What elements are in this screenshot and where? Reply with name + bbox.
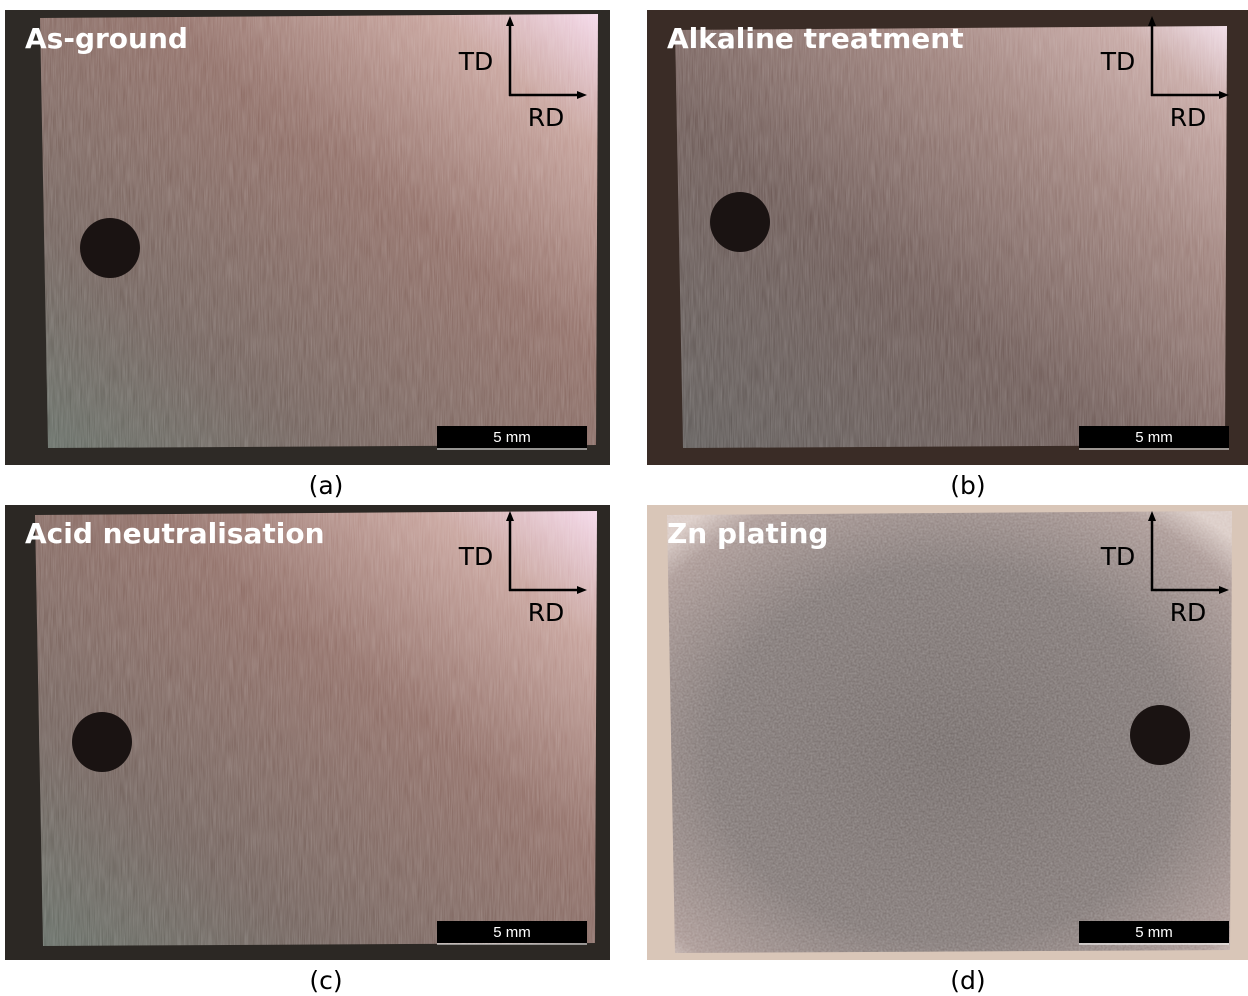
- scale-label: 5 mm: [493, 429, 531, 446]
- td-label: TD: [1100, 47, 1136, 76]
- hole: [72, 712, 132, 772]
- rd-label: RD: [1170, 598, 1207, 627]
- panel: Alkaline treatment TD RD 5 mm: [647, 10, 1248, 465]
- panel-title: Zn plating: [667, 517, 828, 550]
- panel-caption: (d): [950, 966, 985, 995]
- hole: [80, 218, 140, 278]
- scale-label: 5 mm: [493, 924, 531, 941]
- panel: Zn plating TD RD 5 mm: [647, 505, 1248, 960]
- panel-caption: (c): [309, 966, 342, 995]
- rd-label: RD: [1170, 103, 1207, 132]
- rd-label: RD: [528, 103, 565, 132]
- scale-label: 5 mm: [1135, 924, 1173, 941]
- td-label: TD: [458, 47, 494, 76]
- panel: Acid neutralisation TD RD 5 mm: [5, 505, 610, 960]
- panel: As-ground TD RD 5 mm: [5, 10, 610, 465]
- td-label: TD: [458, 542, 494, 571]
- hole: [710, 192, 770, 252]
- rd-label: RD: [528, 598, 565, 627]
- hole: [1130, 705, 1190, 765]
- page: As-ground TD RD 5 mm (a) Alkaline treatment TD…: [0, 0, 1248, 996]
- scale-label: 5 mm: [1135, 429, 1173, 446]
- panel-title: Alkaline treatment: [667, 22, 964, 55]
- panel-title: Acid neutralisation: [25, 517, 325, 550]
- figure: As-ground TD RD 5 mm (a) Alkaline treatment TD…: [0, 0, 1248, 996]
- panel-caption: (a): [309, 471, 344, 500]
- panel-caption: (b): [950, 471, 985, 500]
- td-label: TD: [1100, 542, 1136, 571]
- panel-title: As-ground: [25, 22, 188, 55]
